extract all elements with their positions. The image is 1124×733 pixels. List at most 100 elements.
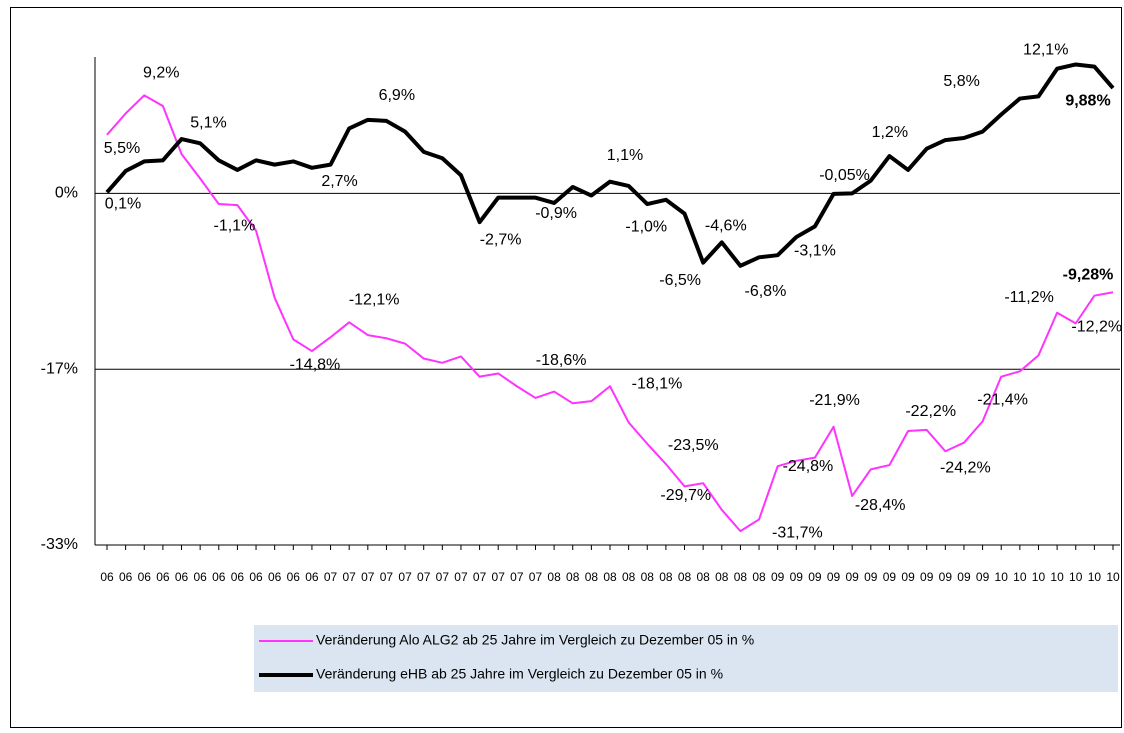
x-tick-label: 10	[1106, 570, 1120, 584]
data-label: -2,7%	[480, 231, 522, 248]
x-tick-label: 10	[1050, 570, 1064, 584]
x-tick-label: 06	[268, 570, 282, 584]
x-tick-label: 08	[752, 570, 766, 584]
x-tick-label: 08	[547, 570, 561, 584]
x-tick-label: 06	[305, 570, 319, 584]
x-tick-label: 09	[864, 570, 878, 584]
data-label: -22,2%	[905, 403, 956, 420]
x-tick-label: 09	[957, 570, 971, 584]
data-label: -0,05%	[819, 167, 870, 184]
x-tick-label: 08	[622, 570, 636, 584]
data-label: -12,2%	[1071, 319, 1122, 336]
data-label: -29,7%	[660, 487, 711, 504]
y-tick-label: -17%	[41, 360, 78, 377]
data-label: 5,5%	[104, 140, 140, 157]
data-label: -18,6%	[536, 352, 587, 369]
x-tick-label: 06	[249, 570, 263, 584]
x-tick-label: 09	[976, 570, 990, 584]
x-tick-label: 06	[193, 570, 207, 584]
x-tick-label: 08	[641, 570, 655, 584]
x-tick-label: 06	[287, 570, 301, 584]
x-tick-label: 09	[827, 570, 841, 584]
x-tick-label: 07	[324, 570, 338, 584]
x-tick-label: 06	[212, 570, 226, 584]
data-label: -18,1%	[632, 375, 683, 392]
x-tick-label: 09	[771, 570, 785, 584]
data-label: -31,7%	[772, 524, 823, 541]
x-tick-label: 10	[1013, 570, 1027, 584]
data-label: -23,5%	[668, 437, 719, 454]
x-tick-label: 07	[454, 570, 468, 584]
data-label: -12,1%	[349, 292, 400, 309]
x-tick-label: 09	[790, 570, 804, 584]
legend-label: Veränderung Alo ALG2 ab 25 Jahre im Verg…	[316, 632, 754, 648]
x-tick-label: 08	[696, 570, 710, 584]
x-tick-label: 08	[734, 570, 748, 584]
data-label: -4,6%	[705, 218, 747, 235]
x-tick-label: 08	[678, 570, 692, 584]
x-tick-label: 06	[231, 570, 245, 584]
data-label: 0,1%	[105, 196, 141, 213]
x-tick-label: 10	[1069, 570, 1083, 584]
x-tick-label: 09	[846, 570, 860, 584]
x-tick-label: 07	[510, 570, 524, 584]
data-label: -3,1%	[794, 243, 836, 260]
data-label: -6,8%	[745, 283, 787, 300]
legend-label: Veränderung eHB ab 25 Jahre im Vergleich…	[316, 666, 723, 682]
frame	[10, 7, 1122, 728]
data-label: 6,9%	[379, 87, 415, 104]
x-tick-label: 07	[436, 570, 450, 584]
data-label: -1,0%	[625, 218, 667, 235]
data-label: 12,1%	[1023, 42, 1068, 59]
data-label: -21,4%	[977, 392, 1028, 409]
x-tick-label: 08	[566, 570, 580, 584]
data-label: 5,1%	[190, 114, 226, 131]
data-label: 9,88%	[1065, 92, 1110, 109]
data-label: -24,2%	[940, 459, 991, 476]
x-tick-label: 07	[398, 570, 412, 584]
x-tick-label: 07	[343, 570, 357, 584]
x-tick-label: 08	[715, 570, 729, 584]
x-tick-label: 08	[585, 570, 599, 584]
x-tick-label: 07	[473, 570, 487, 584]
data-label: -14,8%	[290, 356, 341, 373]
data-label: -1,1%	[214, 217, 256, 234]
x-tick-label: 06	[100, 570, 114, 584]
x-tick-label: 08	[603, 570, 617, 584]
data-label: -0,9%	[535, 205, 577, 222]
x-tick-label: 07	[417, 570, 431, 584]
x-tick-label: 07	[492, 570, 506, 584]
legend-box	[254, 625, 1118, 692]
data-label: 5,8%	[943, 73, 979, 90]
y-tick-label: -33%	[41, 536, 78, 553]
data-label: -24,8%	[783, 458, 834, 475]
x-tick-label: 07	[380, 570, 394, 584]
data-label: -28,4%	[855, 497, 906, 514]
data-label: -11,2%	[1004, 289, 1054, 306]
x-tick-label: 09	[920, 570, 934, 584]
data-label: -6,5%	[659, 272, 701, 289]
y-tick-label: 0%	[55, 185, 78, 202]
x-tick-label: 06	[119, 570, 133, 584]
data-label: -21,9%	[809, 392, 860, 409]
series-line	[105, 62, 1115, 268]
x-tick-label: 06	[138, 570, 152, 584]
x-tick-label: 09	[808, 570, 822, 584]
data-label: -9,28%	[1063, 266, 1114, 283]
data-label: 9,2%	[143, 65, 179, 82]
x-tick-label: 10	[995, 570, 1009, 584]
data-label: 1,2%	[872, 124, 908, 141]
x-tick-label: 06	[175, 570, 189, 584]
data-label: 1,1%	[607, 147, 643, 164]
x-tick-label: 09	[883, 570, 897, 584]
x-tick-label: 10	[1088, 570, 1102, 584]
x-tick-label: 06	[156, 570, 170, 584]
x-tick-label: 07	[529, 570, 543, 584]
x-tick-label: 09	[901, 570, 915, 584]
x-tick-label: 10	[1032, 570, 1046, 584]
x-tick-label: 08	[659, 570, 673, 584]
series-line	[106, 94, 1114, 533]
x-tick-label: 07	[361, 570, 375, 584]
x-tick-label: 09	[939, 570, 953, 584]
